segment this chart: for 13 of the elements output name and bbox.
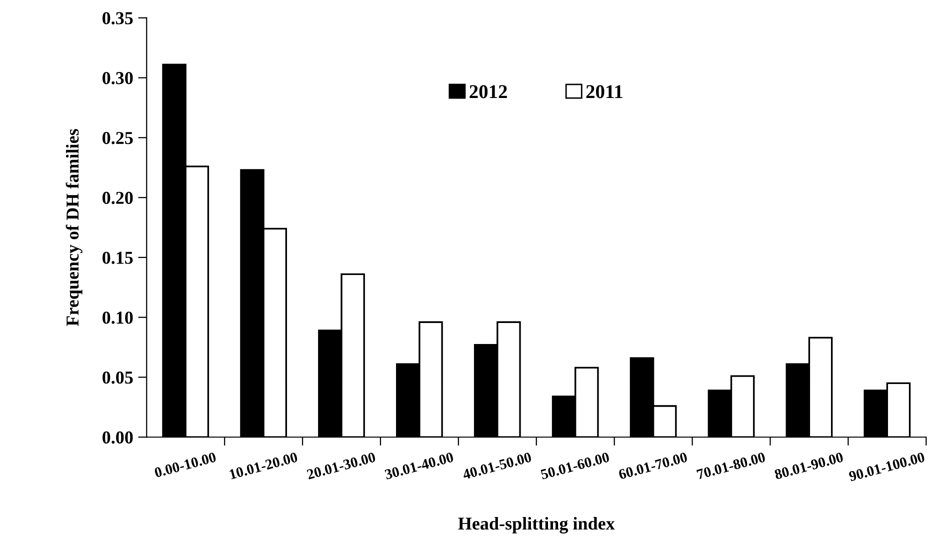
y-tick-label: 0.15 (102, 252, 133, 264)
x-axis-title: Head-splitting index (458, 516, 615, 534)
y-tick-label: 0.25 (102, 132, 133, 144)
legend-label: 2011 (586, 85, 622, 98)
legend-label: 2012 (470, 85, 507, 98)
y-tick-label: 0.00 (102, 431, 133, 444)
x-tick-label: 0.00-10.00 (154, 452, 217, 478)
y-tick-label: 0.35 (102, 12, 133, 24)
y-tick-label: 0.05 (102, 371, 133, 384)
y-tick-label: 0.10 (102, 312, 133, 324)
y-axis-title: Frequency of DH families (66, 129, 82, 326)
y-tick-label: 0.20 (102, 192, 133, 204)
y-tick-label: 0.30 (102, 72, 133, 84)
